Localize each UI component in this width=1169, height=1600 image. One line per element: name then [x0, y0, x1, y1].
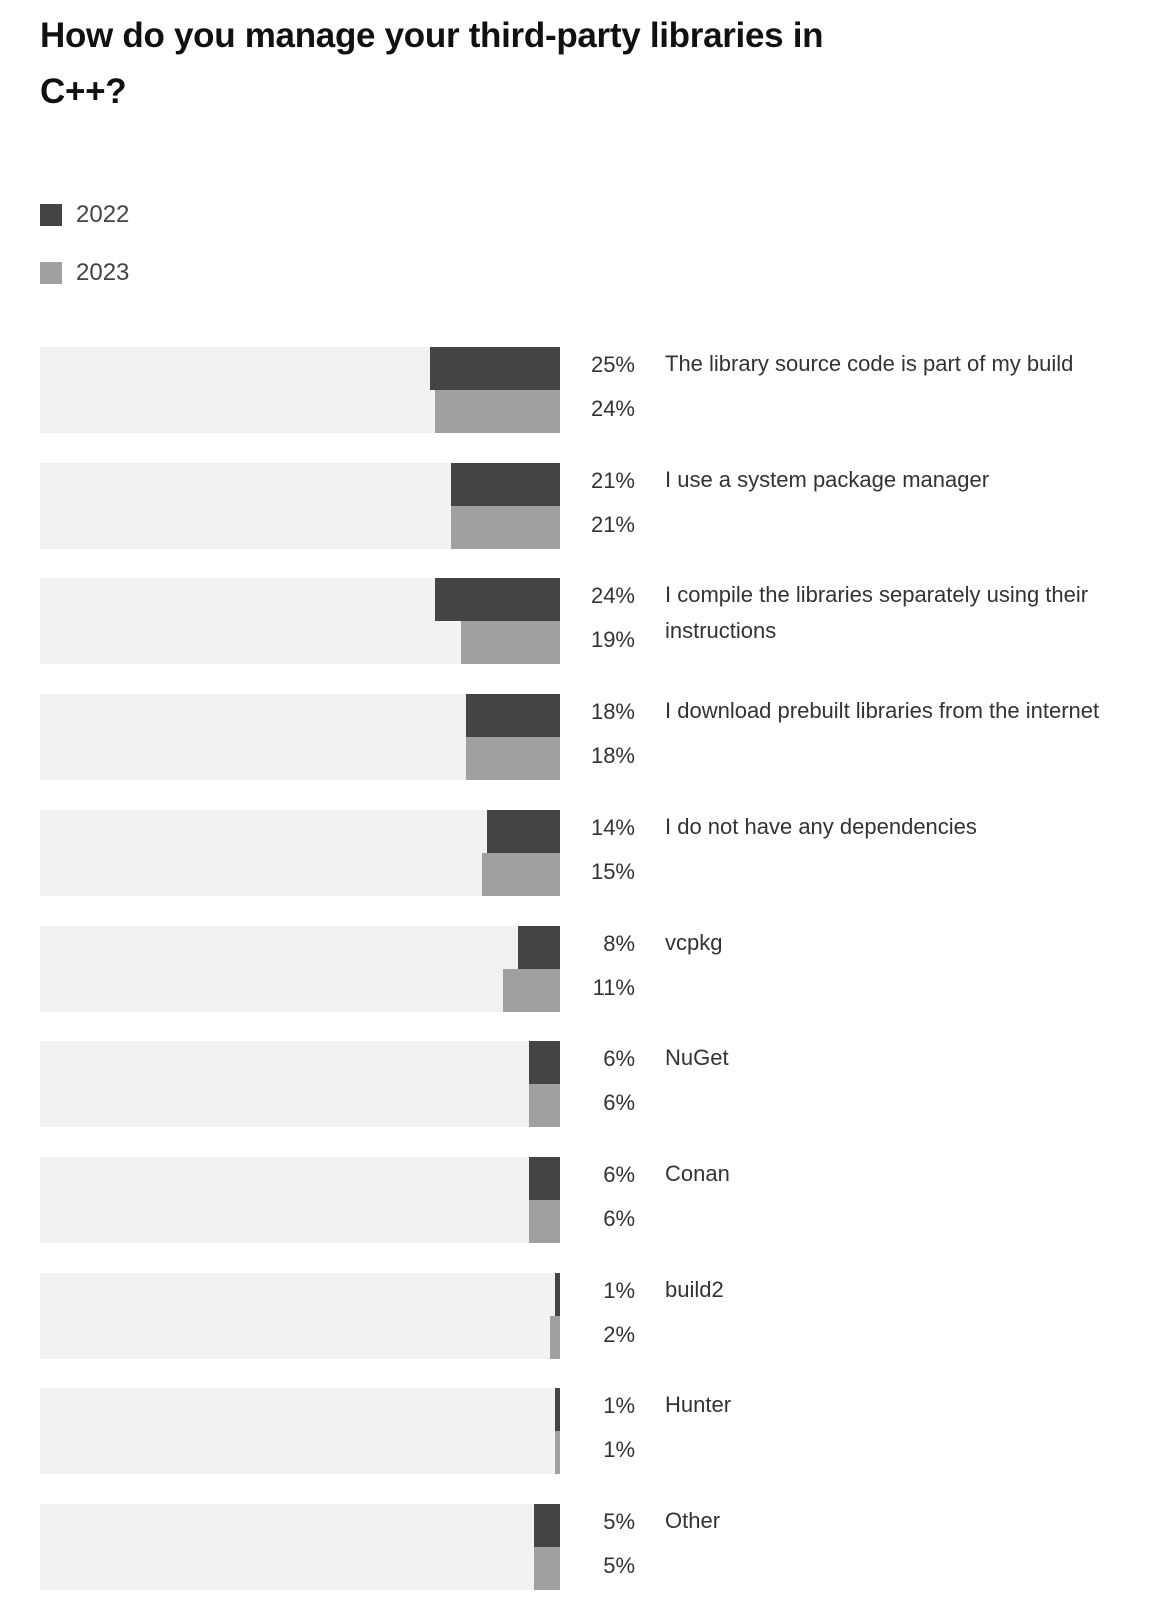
row-background — [40, 1504, 560, 1590]
bar-2022 — [554, 1272, 560, 1316]
bar-2022 — [534, 1504, 560, 1547]
value-label-2022: 21% — [590, 467, 635, 493]
row-background — [40, 1156, 560, 1243]
category-label: I do not have any dependencies — [665, 813, 977, 839]
value-label-2022: 8% — [603, 930, 635, 956]
category-label: I compile the libraries separately using… — [665, 582, 1089, 644]
chart-title: How do you manage your third-party libra… — [40, 16, 824, 111]
bar-2022 — [435, 578, 560, 622]
legend-item-2022: 2022 — [40, 200, 129, 230]
value-label-2023: 6% — [603, 1205, 635, 1231]
row-background — [40, 925, 560, 1012]
value-label-2023: 6% — [603, 1090, 635, 1116]
category-label: I download prebuilt libraries from the i… — [665, 698, 1100, 724]
bar-2023 — [450, 505, 560, 549]
category-label: NuGet — [665, 1045, 729, 1071]
value-label-2023: 2% — [603, 1321, 635, 1347]
category-label: I use a system package manager — [665, 466, 990, 492]
value-label-2023: 11% — [592, 974, 635, 1000]
category-label: Other — [665, 1508, 721, 1533]
category-label: The library source code is part of my bu… — [665, 351, 1074, 376]
value-label-2022: 5% — [603, 1509, 635, 1534]
value-label-2022: 18% — [590, 699, 635, 725]
bar-2023 — [534, 1547, 560, 1590]
value-label-2023: 15% — [590, 858, 635, 884]
value-label-2022: 1% — [603, 1393, 635, 1419]
category-label: vcpkg — [665, 929, 723, 955]
legend-swatch-2023 — [40, 262, 62, 284]
bar-2022 — [528, 1156, 560, 1200]
category-label: Hunter — [665, 1392, 732, 1418]
value-label-2023: 24% — [590, 396, 635, 421]
bar-2023 — [554, 1431, 560, 1475]
value-label-2022: 14% — [590, 814, 635, 840]
bar-2022 — [554, 1388, 560, 1432]
bar-2023 — [435, 390, 560, 433]
bar-2023 — [482, 852, 560, 896]
bar-2022 — [528, 1041, 560, 1085]
bar-2022 — [466, 694, 560, 738]
value-label-2023: 19% — [590, 627, 635, 653]
legend-label-2022: 2022 — [76, 201, 130, 228]
value-label-2023: 1% — [603, 1437, 635, 1463]
value-label-2022: 25% — [590, 352, 635, 377]
row-background — [40, 1041, 560, 1128]
bar-2023 — [528, 1084, 560, 1128]
row-background — [40, 809, 560, 896]
category-label: build2 — [665, 1276, 724, 1302]
legend-item-2023: 2023 — [40, 258, 129, 288]
value-label-2022: 24% — [590, 583, 635, 609]
bar-2023 — [502, 968, 560, 1012]
value-label-2023: 18% — [590, 743, 635, 769]
value-label-2023: 5% — [603, 1553, 635, 1578]
value-label-2022: 6% — [603, 1161, 635, 1187]
bar-2023 — [461, 621, 560, 665]
bar-2022 — [430, 347, 560, 390]
row-background — [40, 1272, 560, 1359]
legend-swatch-2022 — [40, 204, 62, 226]
bar-2022 — [518, 925, 560, 969]
value-label-2022: 1% — [603, 1277, 635, 1303]
legend-label-2023: 2023 — [76, 259, 130, 286]
bar-2022 — [450, 462, 560, 506]
value-label-2022: 6% — [603, 1046, 635, 1072]
legend: 2022 2023 — [40, 200, 129, 316]
bar-2023 — [549, 1315, 560, 1359]
category-label: Conan — [665, 1160, 730, 1186]
value-label-2023: 21% — [590, 511, 635, 537]
bar-2023 — [466, 737, 560, 781]
row-background — [40, 1388, 560, 1475]
bar-2023 — [528, 1199, 560, 1243]
bar-2022 — [487, 809, 560, 853]
